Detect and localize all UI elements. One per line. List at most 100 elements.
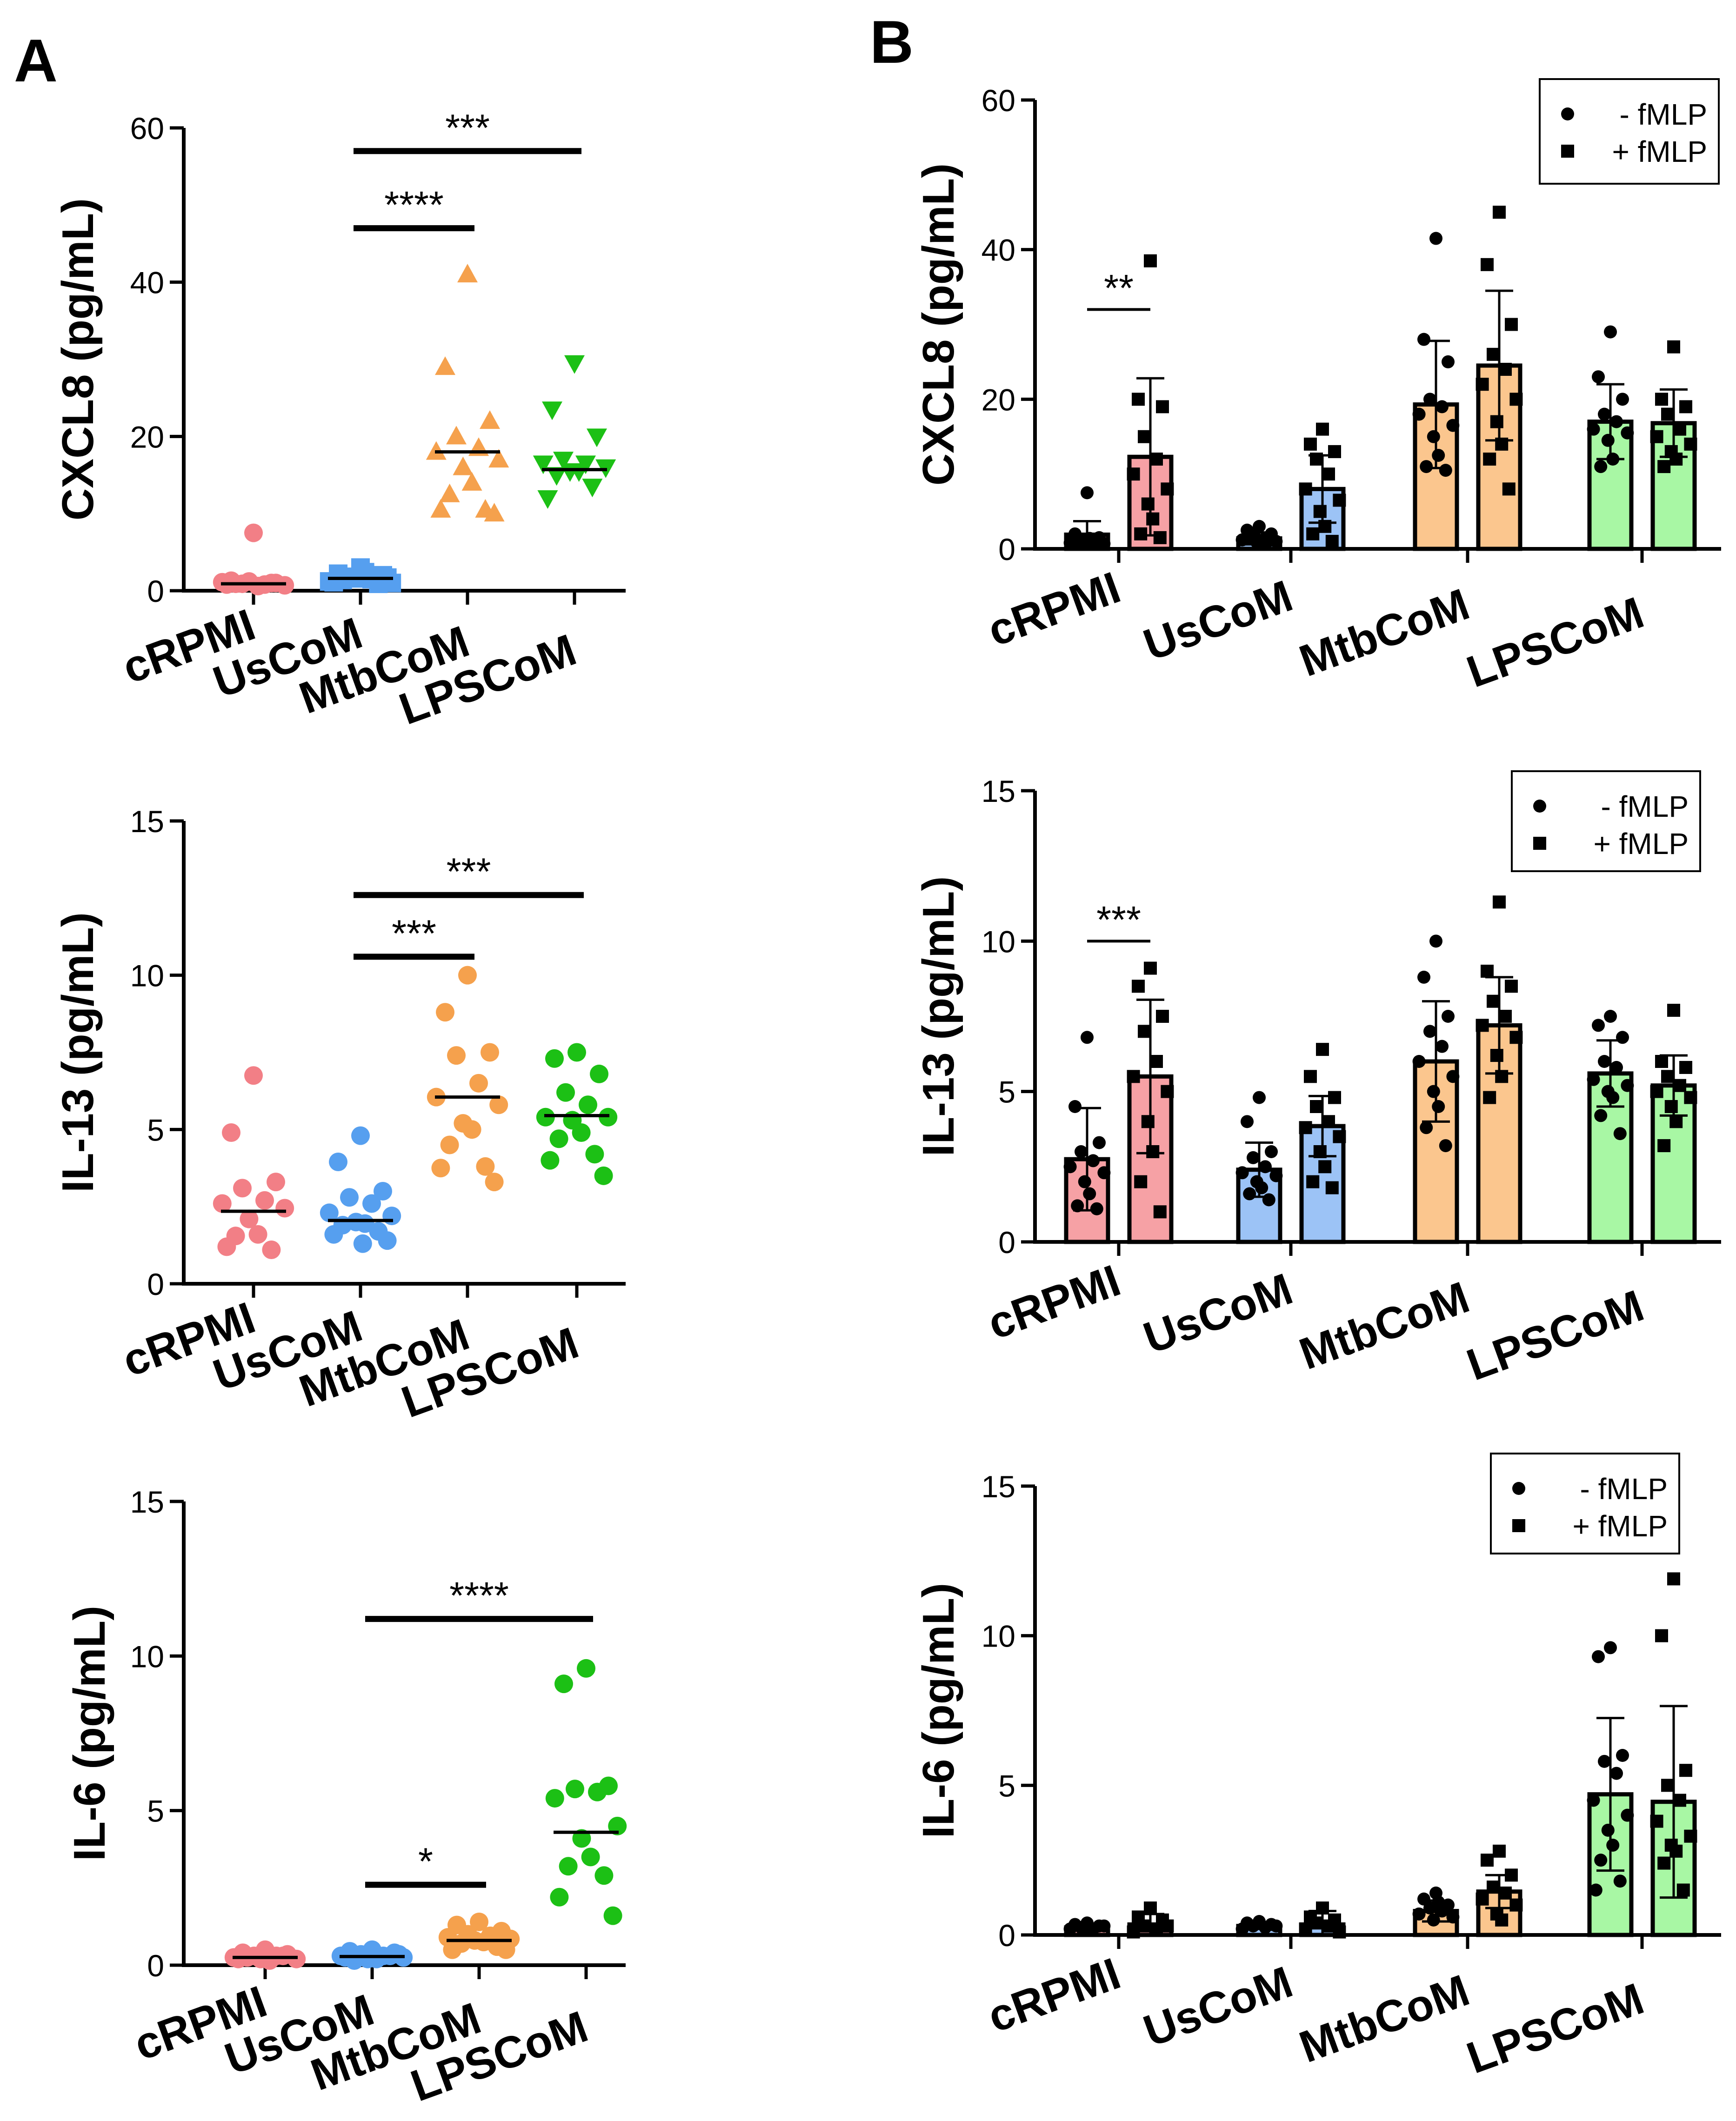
data-point	[1606, 1839, 1620, 1852]
data-point	[1247, 1151, 1260, 1164]
data-point	[1673, 1794, 1686, 1807]
data-point	[582, 479, 603, 498]
y-tick-label: 0	[147, 574, 164, 608]
data-point	[1679, 400, 1692, 414]
data-point	[1664, 1100, 1678, 1113]
data-point	[1604, 1641, 1617, 1654]
data-point	[1078, 1175, 1091, 1188]
data-point	[1412, 1907, 1426, 1921]
data-point	[1325, 534, 1339, 548]
x-category-label: MtbCoM	[1293, 1272, 1476, 1379]
data-point	[1144, 254, 1157, 267]
data-point	[533, 455, 554, 474]
data-point	[1269, 1919, 1283, 1933]
x-category-label: MtbCoM	[1293, 1965, 1476, 2072]
data-point	[1063, 1922, 1077, 1936]
data-point	[1127, 467, 1140, 481]
y-tick-label: 40	[982, 233, 1015, 267]
data-point	[1502, 482, 1516, 496]
data-point	[1325, 1181, 1339, 1194]
legend-box	[1511, 770, 1701, 872]
data-point	[1505, 318, 1518, 331]
data-point	[378, 1231, 397, 1250]
x-category-label: LPSCoM	[1461, 1974, 1650, 2083]
data-point	[1598, 1055, 1611, 1068]
y-tick-label: 5	[998, 1768, 1015, 1803]
data-point	[1598, 407, 1611, 421]
data-point	[588, 1782, 607, 1801]
y-tick-label: 20	[982, 382, 1015, 417]
y-tick-label: 5	[998, 1075, 1015, 1109]
data-point	[1684, 1829, 1697, 1843]
data-point	[1481, 965, 1494, 978]
data-point	[1081, 486, 1094, 500]
data-point	[1063, 1160, 1077, 1174]
panel-label-a: A	[14, 27, 58, 94]
data-point	[1490, 415, 1503, 428]
data-point	[550, 1888, 569, 1907]
data-point	[485, 1173, 504, 1192]
data-point	[351, 1126, 370, 1145]
data-point	[1141, 1115, 1155, 1128]
data-point	[1669, 1844, 1683, 1858]
data-point	[1487, 1881, 1500, 1894]
data-point	[1493, 895, 1506, 909]
data-point	[554, 1674, 573, 1694]
data-point	[1490, 1049, 1503, 1062]
data-point	[1127, 1070, 1140, 1083]
data-point	[489, 1095, 508, 1114]
data-point	[1247, 1919, 1260, 1933]
data-point	[1328, 1091, 1341, 1104]
data-point	[1476, 378, 1489, 391]
data-point	[1679, 1060, 1692, 1074]
data-point	[587, 428, 607, 447]
data-point	[481, 1043, 499, 1062]
data-point	[1316, 1043, 1329, 1056]
y-axis-title: IL-6 (pg/mL)	[65, 1606, 114, 1861]
x-category-label: cRPMI	[982, 1255, 1127, 1349]
data-point	[1610, 1060, 1623, 1074]
data-point	[1417, 970, 1430, 984]
y-tick-label: 0	[998, 1225, 1015, 1260]
data-point	[1476, 1892, 1489, 1906]
data-point	[1316, 422, 1329, 436]
data-point	[1322, 1919, 1335, 1933]
data-point	[1066, 533, 1079, 546]
data-point	[1132, 393, 1145, 406]
data-point	[1432, 1100, 1445, 1113]
legend-box	[1490, 1453, 1680, 1554]
data-point	[440, 1135, 459, 1154]
data-point	[1667, 1572, 1680, 1586]
data-point	[559, 1857, 578, 1876]
data-point	[1439, 1139, 1452, 1153]
data-point	[1606, 1091, 1620, 1104]
y-tick-label: 0	[147, 1948, 164, 1983]
data-point	[1432, 448, 1445, 462]
y-tick-label: 15	[982, 774, 1015, 808]
data-point	[1684, 1091, 1697, 1104]
data-point	[1601, 434, 1615, 447]
data-point	[488, 449, 509, 468]
data-point	[1150, 1055, 1163, 1068]
data-point	[1097, 1919, 1111, 1933]
y-axis-title: CXCL8 (pg/mL)	[53, 198, 103, 520]
data-point	[1306, 527, 1320, 540]
data-point	[389, 1945, 408, 1964]
data-point	[329, 1152, 347, 1171]
data-point	[1661, 407, 1674, 421]
data-point	[1661, 1779, 1674, 1792]
data-point	[1446, 1070, 1460, 1083]
data-point	[1313, 1145, 1327, 1158]
data-point	[1601, 1823, 1615, 1837]
data-point	[1679, 1764, 1692, 1777]
legend-marker-circle	[1512, 1482, 1525, 1495]
data-point	[1068, 1100, 1082, 1113]
data-point	[1253, 520, 1266, 533]
data-point	[1318, 1160, 1332, 1174]
data-point	[1505, 1868, 1518, 1882]
data-point	[1598, 1754, 1611, 1768]
data-point	[1328, 445, 1341, 458]
